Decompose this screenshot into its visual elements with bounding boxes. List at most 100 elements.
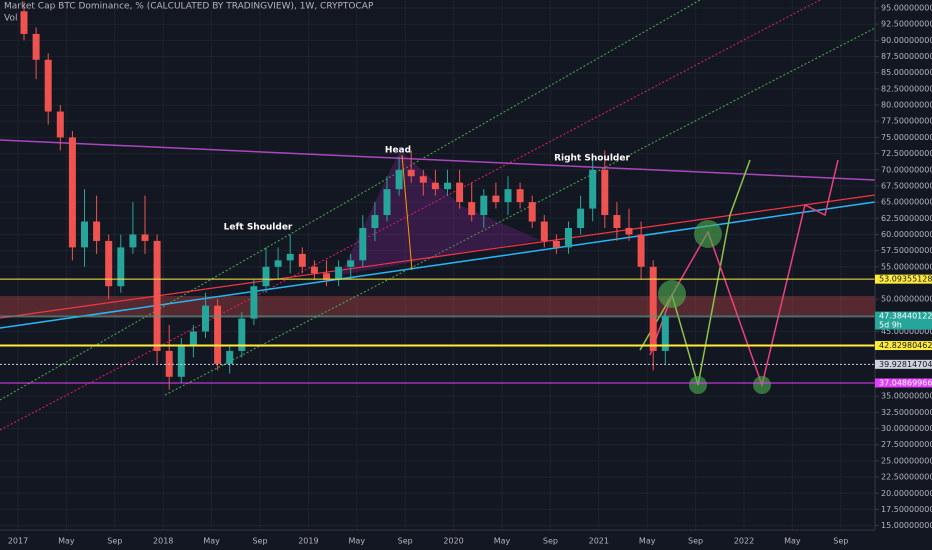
y-tick-label: 75.00000000 xyxy=(881,133,932,142)
x-tick-label: 2021 xyxy=(589,537,609,546)
candle-body xyxy=(262,266,270,287)
candle xyxy=(371,202,379,241)
candle-body xyxy=(68,137,76,248)
y-tick-label: 65.00000000 xyxy=(881,198,932,207)
candle xyxy=(105,234,113,300)
x-tick-label: 2019 xyxy=(298,537,318,546)
candle-body xyxy=(274,260,282,267)
candle xyxy=(286,234,294,274)
y-tick-label: 22.50000000 xyxy=(881,473,932,482)
candle xyxy=(613,202,621,241)
candle-body xyxy=(601,169,609,216)
x-tick-label: 2020 xyxy=(443,537,463,546)
x-tick-label: May xyxy=(349,537,366,546)
price-label: 37.04869966 xyxy=(879,378,932,387)
candle-body xyxy=(238,318,246,351)
price-label-bg xyxy=(875,378,932,388)
candle-body xyxy=(323,273,330,280)
candle-body xyxy=(649,266,657,351)
candle xyxy=(335,260,343,287)
y-tick-label: 92.50000000 xyxy=(881,20,932,29)
price-label-bg xyxy=(875,341,932,351)
candle xyxy=(492,182,500,209)
candle xyxy=(20,1,28,41)
candle xyxy=(540,215,548,248)
x-tick-label: Sep xyxy=(398,537,413,546)
candle xyxy=(56,105,64,151)
price-label: 47.38440122 xyxy=(879,312,932,321)
x-tick-label: May xyxy=(639,537,656,546)
target-circle xyxy=(753,376,771,394)
candle xyxy=(407,150,415,183)
drawings xyxy=(0,0,876,431)
head-area xyxy=(340,150,540,275)
x-tick-label: May xyxy=(784,537,801,546)
x-tick-label: Sep xyxy=(833,537,848,546)
candle xyxy=(214,299,222,371)
candle-body xyxy=(81,221,88,248)
candle-body xyxy=(371,215,379,228)
candle-body xyxy=(310,266,318,274)
candle xyxy=(480,189,488,228)
candle-body xyxy=(250,286,258,319)
price-label: 39.92814704 xyxy=(879,360,932,369)
candle-body xyxy=(565,227,572,248)
candle xyxy=(262,247,270,293)
candles xyxy=(20,1,669,390)
candle-body xyxy=(335,266,343,280)
candle xyxy=(274,247,282,280)
candle xyxy=(359,215,367,267)
candle-body xyxy=(480,195,488,216)
chart-title: Market Cap BTC Dominance, % (CALCULATED … xyxy=(4,2,374,12)
candle-body xyxy=(286,253,294,261)
candle-body xyxy=(552,240,560,248)
candle xyxy=(504,176,512,216)
candle xyxy=(189,325,197,358)
candle xyxy=(310,260,318,280)
candle-body xyxy=(189,331,197,345)
candle-body xyxy=(32,33,40,60)
y-tick-label: 35.00000000 xyxy=(881,392,932,401)
candle-body xyxy=(93,221,101,241)
measure-line xyxy=(401,154,413,271)
candle xyxy=(565,221,572,254)
annotation: Left Shoulder xyxy=(224,223,293,233)
candle xyxy=(238,312,246,358)
x-tick-label: Sep xyxy=(252,537,267,546)
candle xyxy=(323,260,330,287)
y-tick-label: 57.50000000 xyxy=(881,246,932,255)
y-tick-label: 77.50000000 xyxy=(881,117,932,126)
y-tick-label: 32.50000000 xyxy=(881,408,932,417)
subtitle: Vol xyxy=(4,14,17,24)
candle-body xyxy=(444,182,451,190)
candle-body xyxy=(407,169,415,177)
candle xyxy=(250,279,258,326)
candle-body xyxy=(153,240,161,351)
x-tick-label: Sep xyxy=(107,537,122,546)
candle xyxy=(68,130,76,261)
x-tick-label: 2017 xyxy=(8,537,28,546)
y-tick-label: 62.50000000 xyxy=(881,214,932,223)
candle-body xyxy=(141,234,149,241)
candle xyxy=(516,182,524,209)
candle-body xyxy=(226,350,234,364)
candle-body xyxy=(637,234,645,267)
candle xyxy=(93,195,101,254)
candle xyxy=(226,344,234,374)
x-tick-label: 2022 xyxy=(734,537,754,546)
trend-line xyxy=(0,139,876,181)
y-tick-label: 85.00000000 xyxy=(881,68,932,77)
axis-labels: 15.00000000 17.50000000 20.00000000 22.5000… xyxy=(8,4,932,546)
y-tick-label: 70.00000000 xyxy=(881,165,932,174)
candle xyxy=(552,234,560,254)
candle xyxy=(44,53,52,125)
candle-body xyxy=(359,227,367,261)
candle-body xyxy=(177,344,185,377)
candle-body xyxy=(589,169,597,209)
candle xyxy=(419,169,427,196)
candle xyxy=(202,292,209,338)
x-tick-label: May xyxy=(494,537,511,546)
x-tick-label: Sep xyxy=(543,537,558,546)
candle-body xyxy=(56,111,64,138)
